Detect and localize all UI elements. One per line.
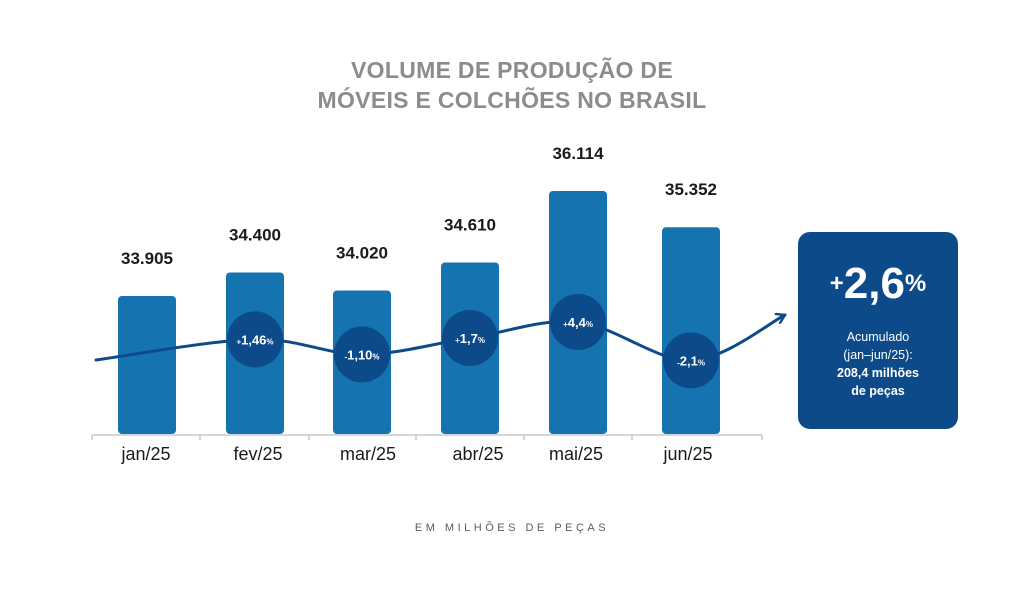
change-unit: % xyxy=(266,337,273,346)
summary-line-4: de peças xyxy=(851,384,905,399)
change-sign: + xyxy=(455,336,460,345)
x-tick-label: fev/25 xyxy=(233,444,282,464)
change-label: -2,1% xyxy=(677,353,705,368)
bar-value-label: 34.020 xyxy=(336,243,388,262)
summary-card: +2,6% Acumulado (jan–jun/25): 208,4 milh… xyxy=(798,232,958,429)
change-sign: + xyxy=(236,337,241,346)
x-tick-label: jun/25 xyxy=(662,444,712,464)
change-value: 1,10 xyxy=(347,347,372,362)
chart-title-line-1: VOLUME DE PRODUÇÃO DE xyxy=(351,57,673,83)
x-tick-label: abr/25 xyxy=(452,444,503,464)
change-value: 1,46 xyxy=(241,332,266,347)
change-badge: +1,46% xyxy=(227,311,283,368)
change-circle xyxy=(227,311,283,368)
change-sign: - xyxy=(677,358,680,367)
change-badge: +4,4% xyxy=(550,294,606,351)
labels-layer: 33.905 34.400 34.020 34.610 36.114 35.352 xyxy=(121,144,717,268)
summary-percentage: +2,6% xyxy=(798,258,958,310)
bar-value-label: 35.352 xyxy=(665,180,717,199)
summary-unit: % xyxy=(904,270,927,297)
chart-title-line-2: MÓVEIS E COLCHÕES NO BRASIL xyxy=(317,87,707,113)
change-label: +4,4% xyxy=(563,315,593,330)
change-value: 1,7 xyxy=(460,331,478,346)
change-sign: + xyxy=(563,320,568,329)
bar-value-label: 33.905 xyxy=(121,249,173,268)
change-unit: % xyxy=(478,336,485,345)
x-tick-label: mar/25 xyxy=(340,444,396,464)
bar-jan-25 xyxy=(118,295,176,434)
chart-title: VOLUME DE PRODUÇÃO DE MÓVEIS E COLCHÕES … xyxy=(0,55,1024,115)
trend-layer: +1,46%-1,10%+1,7%+4,4%-2,1% xyxy=(94,294,787,389)
summary-line-2: (jan–jun/25): xyxy=(843,348,913,363)
change-unit: % xyxy=(586,320,593,329)
change-value: 4,4 xyxy=(568,315,587,330)
summary-description: Acumulado (jan–jun/25): 208,4 milhões de… xyxy=(798,328,958,400)
change-circle xyxy=(442,309,498,366)
bar-value-label: 36.114 xyxy=(552,144,604,163)
x-tick-label: jan/25 xyxy=(120,444,170,464)
change-label: +1,7% xyxy=(455,331,485,346)
change-sign: - xyxy=(344,352,347,361)
bar-jun-25 xyxy=(662,227,720,434)
summary-value: 2,6 xyxy=(843,259,905,308)
change-circle xyxy=(550,294,606,351)
bar-value-label: 34.610 xyxy=(444,215,496,234)
summary-line-3: 208,4 milhões xyxy=(837,366,919,381)
bar-value-label: 34.400 xyxy=(229,225,281,244)
change-badge: +1,7% xyxy=(442,309,498,366)
summary-sign: + xyxy=(829,270,844,297)
change-label: -1,10% xyxy=(344,347,379,362)
change-value: 2,1 xyxy=(680,353,698,368)
change-circle xyxy=(334,326,390,383)
x-tick-label: mai/25 xyxy=(549,444,603,464)
x-axis: jan/25 fev/25 mar/25 abr/25 mai/25 jun/25 xyxy=(91,434,763,464)
change-badge: -1,10% xyxy=(334,326,390,383)
change-badge: -2,1% xyxy=(663,332,719,389)
change-circle xyxy=(663,332,719,389)
change-unit: % xyxy=(698,358,705,367)
bars-layer xyxy=(118,191,720,434)
units-footnote: EM MILHÕES DE PEÇAS xyxy=(414,522,610,534)
change-label: +1,46% xyxy=(236,332,273,347)
change-unit: % xyxy=(372,352,379,361)
summary-line-1: Acumulado xyxy=(846,330,910,345)
